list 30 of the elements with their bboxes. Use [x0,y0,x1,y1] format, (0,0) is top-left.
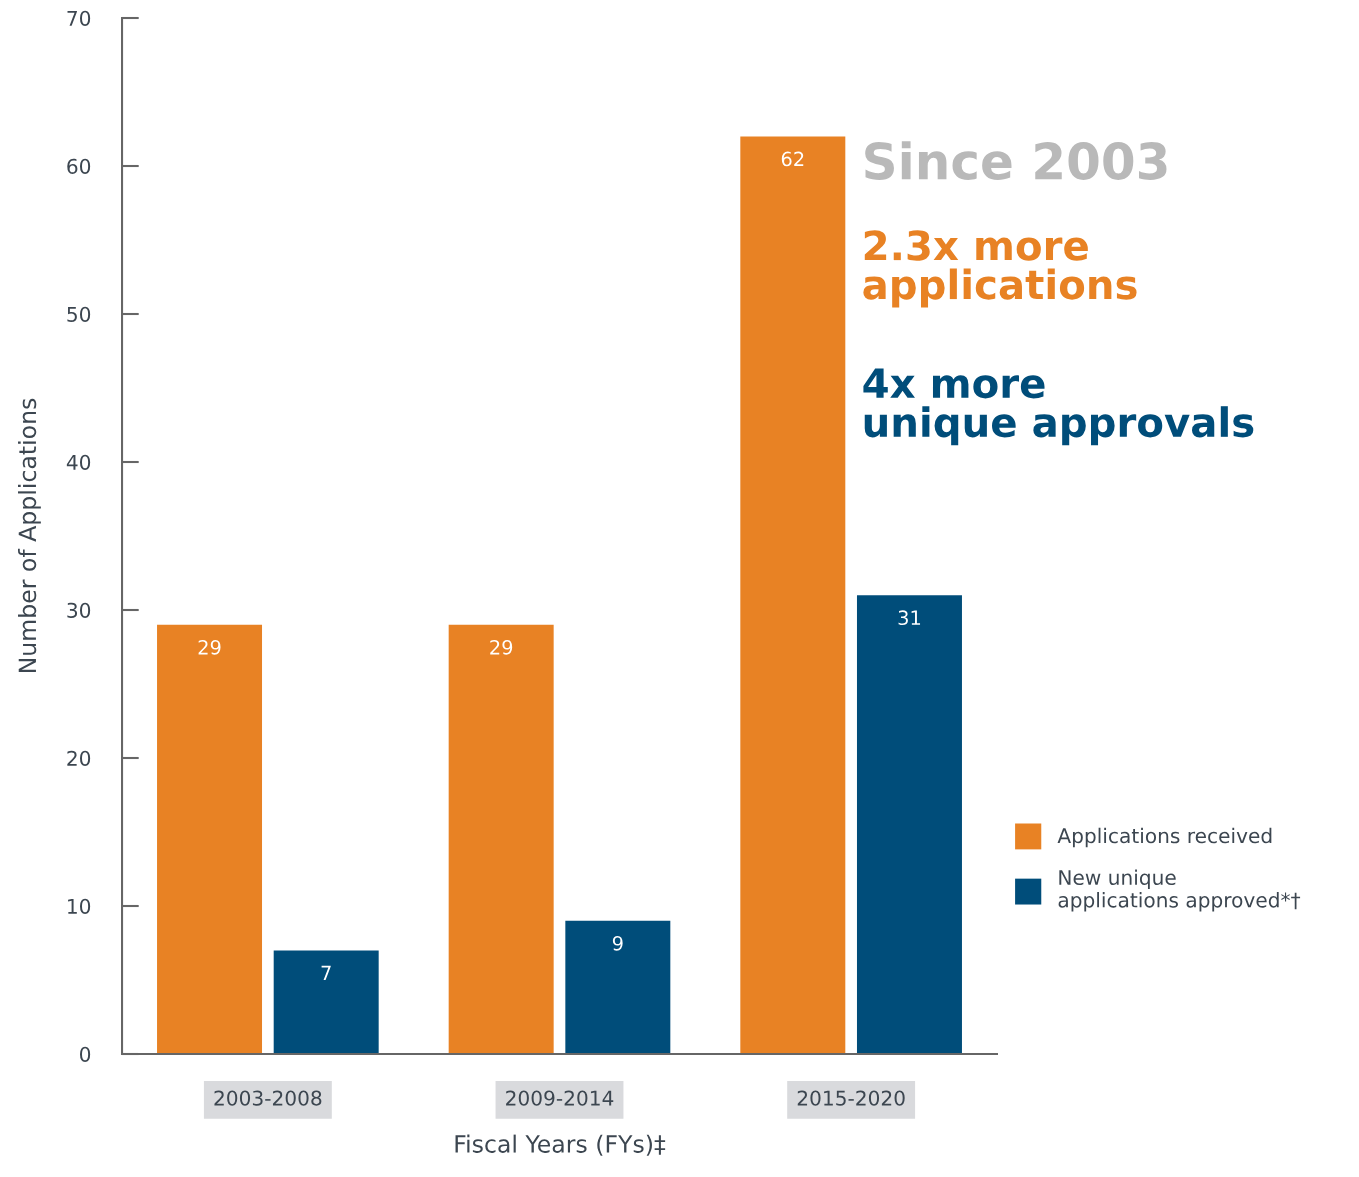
data-label: 62 [781,151,804,167]
y-tick-label: 20 [67,750,91,766]
y-tick-label: 0 [80,1046,91,1062]
bar [157,624,263,1054]
y-tick-label: 50 [67,306,91,322]
y-tick-label: 60 [67,158,91,174]
y-tick-label: 70 [67,10,91,26]
bar [856,595,962,1054]
y-tick-label: 10 [68,898,91,914]
x-tick-label: 2015-2020 [797,1090,905,1106]
data-label: 7 [321,965,331,980]
data-label: 29 [490,639,513,655]
bar [565,920,671,1054]
data-label: 31 [898,610,921,626]
x-axis-title: Fiscal Years (FYs)‡ [455,1134,666,1156]
bar [740,136,846,1054]
annotation: 4x more unique approvals [863,368,1254,446]
legend-label: Applications received [1057,827,1272,848]
y-tick-label: 40 [66,454,91,470]
data-label: 29 [198,639,221,655]
annotation: Since 2003 [865,141,1167,180]
bar [273,950,379,1054]
data-label: 9 [612,935,623,951]
x-tick-label: 2009-2014 [506,1090,614,1106]
y-axis-title: Number of Applications [18,398,41,673]
legend-label: New unique applications approved*† [1058,869,1301,912]
bar [448,624,554,1054]
annotation: 2.3x more applications [863,230,1137,308]
y-tick-label: 30 [67,602,91,618]
x-tick-label: 2003-2008 [214,1090,322,1106]
